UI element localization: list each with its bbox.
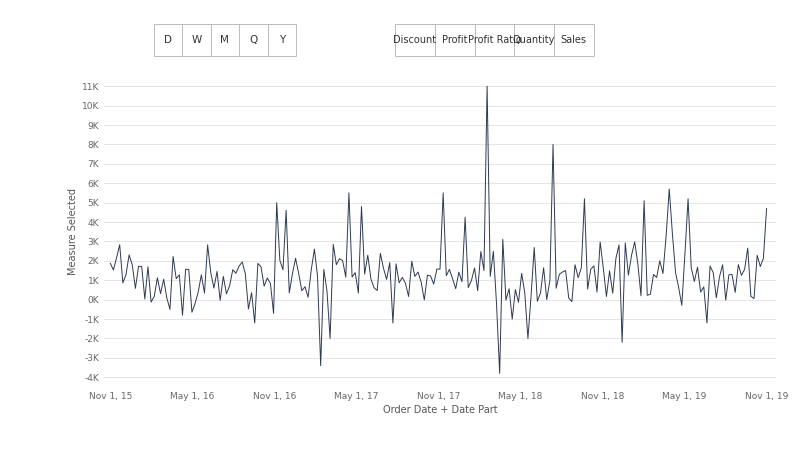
- Text: Sales: Sales: [561, 35, 586, 45]
- Text: Discount: Discount: [394, 35, 437, 45]
- Text: Y: Y: [278, 35, 285, 45]
- Text: M: M: [220, 35, 230, 45]
- Text: Q: Q: [249, 35, 258, 45]
- X-axis label: Order Date + Date Part: Order Date + Date Part: [382, 405, 498, 415]
- Text: Profit Ratio: Profit Ratio: [467, 35, 522, 45]
- Text: W: W: [191, 35, 202, 45]
- Text: Profit: Profit: [442, 35, 467, 45]
- Text: Quantity: Quantity: [513, 35, 555, 45]
- Y-axis label: Measure Selected: Measure Selected: [67, 188, 78, 275]
- Text: D: D: [164, 35, 172, 45]
